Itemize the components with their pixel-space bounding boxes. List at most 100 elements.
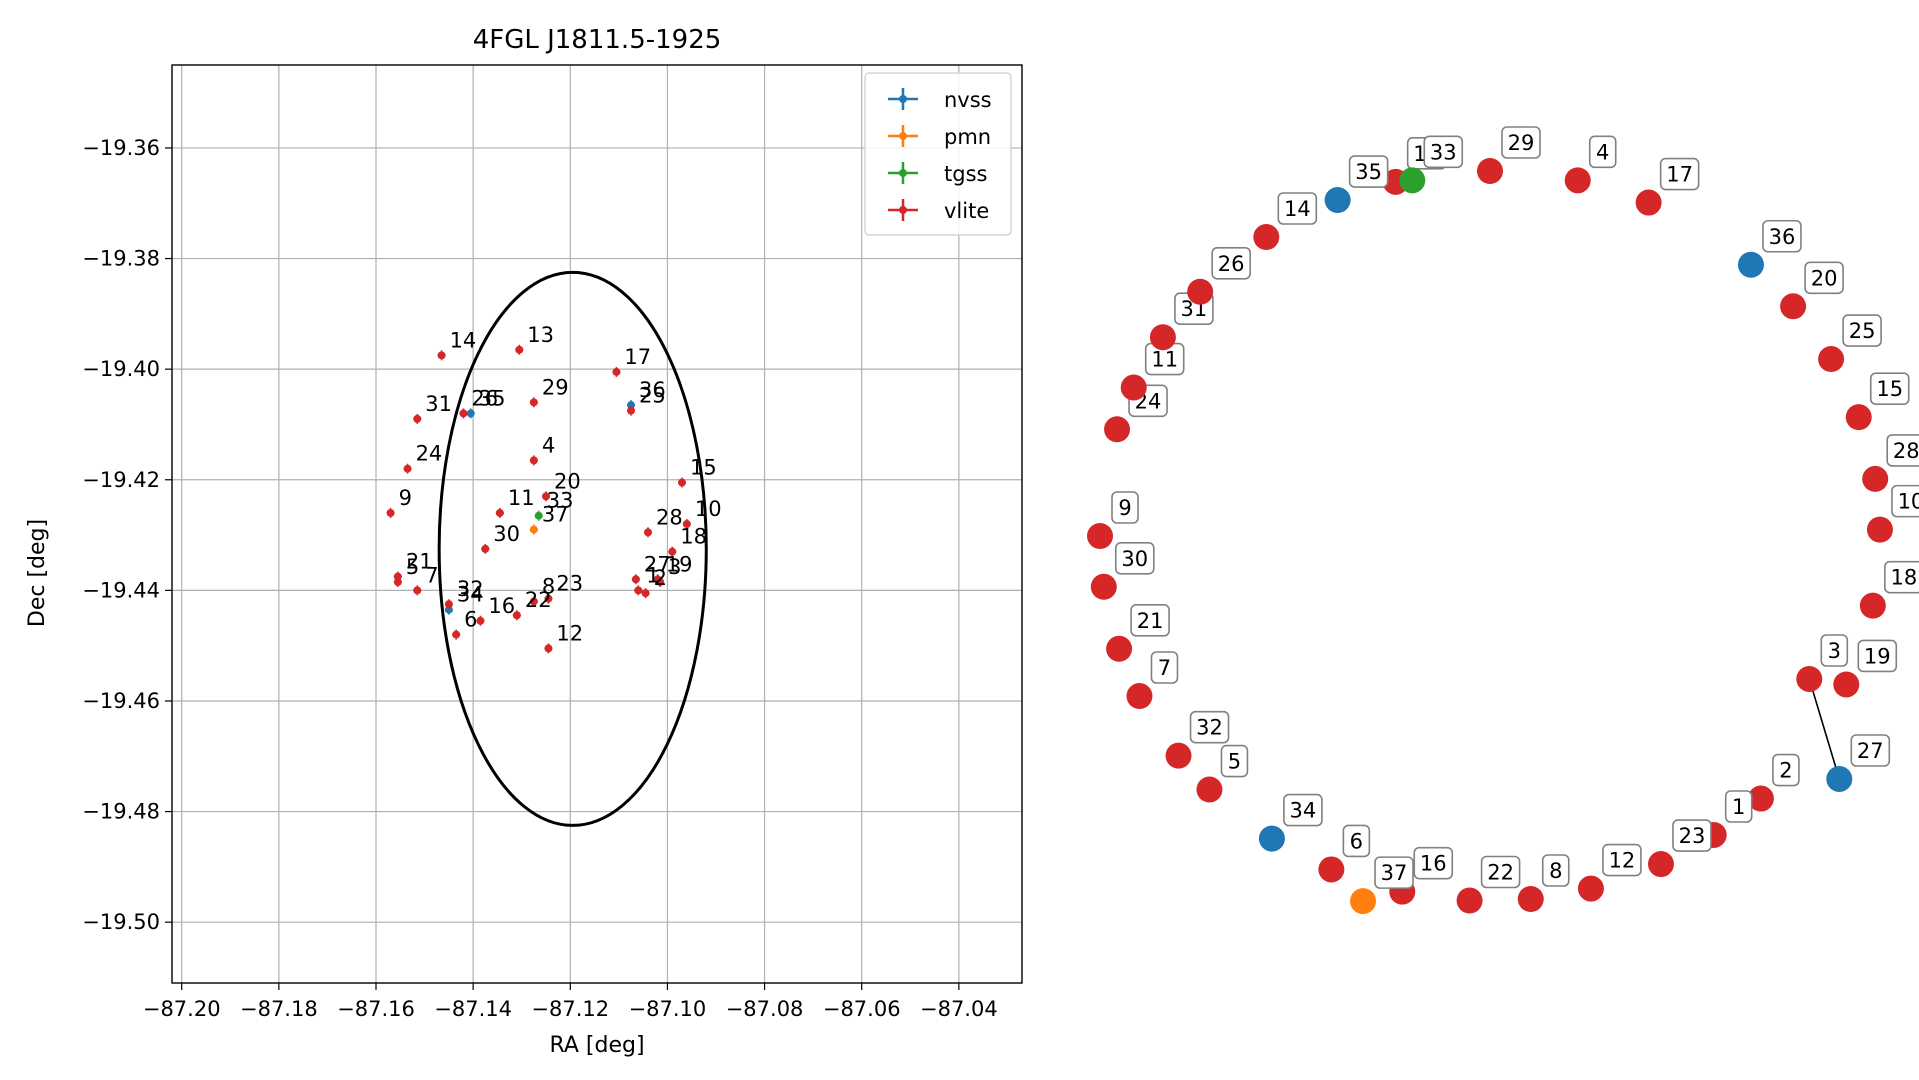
node-label-box xyxy=(1130,603,1170,637)
node-19 xyxy=(1833,671,1860,698)
source-point-24 xyxy=(403,464,412,473)
source-label-13: 13 xyxy=(527,323,554,347)
legend-marker-pmn xyxy=(899,132,907,140)
node-29 xyxy=(1477,158,1503,184)
source-point-8 xyxy=(529,597,538,606)
source-point-29 xyxy=(529,398,538,407)
x-tick-label: −87.04 xyxy=(920,997,998,1021)
node-label-29: 29 xyxy=(1508,131,1535,155)
node-label-box xyxy=(1820,634,1849,667)
source-label-22: 22 xyxy=(525,588,552,612)
legend-marker-tgss xyxy=(899,169,907,177)
node-33 xyxy=(1399,167,1426,194)
node-26 xyxy=(1187,278,1214,305)
node-label-28: 28 xyxy=(1893,439,1919,463)
node-label-11: 11 xyxy=(1151,348,1178,372)
source-point-33 xyxy=(534,511,543,520)
source-label-15: 15 xyxy=(690,456,717,480)
node-14 xyxy=(1253,224,1280,251)
node-11 xyxy=(1120,374,1147,401)
node-35 xyxy=(1324,187,1351,214)
node-label-box xyxy=(1114,541,1155,575)
node-label-box xyxy=(1277,192,1318,225)
node-label-box xyxy=(1772,753,1800,787)
chart-title: 4FGL J1811.5-1925 xyxy=(473,25,722,55)
node-label-box xyxy=(1869,372,1910,405)
source-point-15 xyxy=(678,478,686,487)
node-label-box xyxy=(1150,651,1179,684)
source-label-1: 1 xyxy=(646,563,659,587)
node-label-16: 16 xyxy=(1420,852,1447,876)
node-28 xyxy=(1862,465,1889,492)
source-point-21 xyxy=(393,572,402,581)
source-label-14: 14 xyxy=(450,328,477,352)
source-point-10 xyxy=(682,520,691,528)
x-tick-label: −87.12 xyxy=(531,997,609,1021)
source-label-7: 7 xyxy=(425,563,438,587)
source-label-26: 26 xyxy=(471,386,498,410)
node-22 xyxy=(1456,887,1483,914)
source-label-34: 34 xyxy=(457,583,484,607)
source-label-12: 12 xyxy=(556,621,583,645)
node-17 xyxy=(1635,189,1662,216)
x-tick-label: −87.06 xyxy=(823,997,901,1021)
source-label-2: 2 xyxy=(654,566,667,590)
node-10 xyxy=(1866,516,1893,543)
node-37 xyxy=(1350,888,1377,915)
source-label-3: 3 xyxy=(668,555,681,579)
node-label-6: 6 xyxy=(1350,829,1363,853)
source-point-4 xyxy=(529,456,538,465)
source-point-17 xyxy=(612,367,621,376)
source-label-36: 36 xyxy=(639,378,666,402)
right-plot-area: 1329417362025152810181932721231282216376… xyxy=(1087,126,1919,915)
node-label-34: 34 xyxy=(1290,799,1317,823)
node-3 xyxy=(1796,665,1823,692)
source-label-32: 32 xyxy=(457,577,484,601)
node-label-box xyxy=(1659,157,1700,191)
source-label-25: 25 xyxy=(639,384,666,408)
node-label-7: 7 xyxy=(1158,656,1171,680)
source-label-37: 37 xyxy=(542,503,569,527)
node-label-box xyxy=(1724,790,1753,823)
node-6 xyxy=(1318,856,1345,883)
node-label-36: 36 xyxy=(1769,225,1796,249)
source-label-10: 10 xyxy=(695,497,722,521)
node-label-14: 14 xyxy=(1284,197,1311,221)
source-label-21: 21 xyxy=(406,550,433,574)
source-label-23: 23 xyxy=(556,572,583,596)
node-label-box xyxy=(1480,855,1521,889)
node-label-30: 30 xyxy=(1121,547,1148,571)
node-label-21: 21 xyxy=(1137,609,1164,633)
source-point-26 xyxy=(459,409,468,418)
node-label-8: 8 xyxy=(1549,859,1562,883)
uncertainty-ellipse xyxy=(437,270,708,827)
node-21 xyxy=(1106,635,1133,662)
legend-label-pmn: pmn xyxy=(944,125,991,149)
source-point-6 xyxy=(452,630,461,639)
source-label-24: 24 xyxy=(416,442,443,466)
y-tick-label: −19.48 xyxy=(82,800,160,824)
source-point-18 xyxy=(668,547,677,556)
node-label-19: 19 xyxy=(1864,644,1891,668)
node-label-box xyxy=(1413,846,1454,880)
source-label-6: 6 xyxy=(464,608,477,632)
y-tick-label: −19.42 xyxy=(82,468,160,492)
source-point-13 xyxy=(515,345,524,354)
node-label-box xyxy=(1762,219,1802,253)
source-point-34 xyxy=(444,605,453,614)
node-27 xyxy=(1826,765,1853,792)
source-point-20 xyxy=(542,492,550,501)
node-18 xyxy=(1859,592,1886,619)
node-label-10: 10 xyxy=(1898,490,1919,514)
node-label-5: 5 xyxy=(1228,750,1241,774)
node-label-box xyxy=(1804,261,1844,295)
y-tick-label: −19.50 xyxy=(82,910,160,934)
source-point-9 xyxy=(386,508,395,517)
node-label-box xyxy=(1857,639,1898,673)
source-point-7 xyxy=(413,586,422,595)
x-axis-label: RA [deg] xyxy=(549,1033,644,1058)
node-label-9: 9 xyxy=(1118,496,1131,520)
node-label-17: 17 xyxy=(1666,163,1693,187)
node-24 xyxy=(1104,416,1131,443)
